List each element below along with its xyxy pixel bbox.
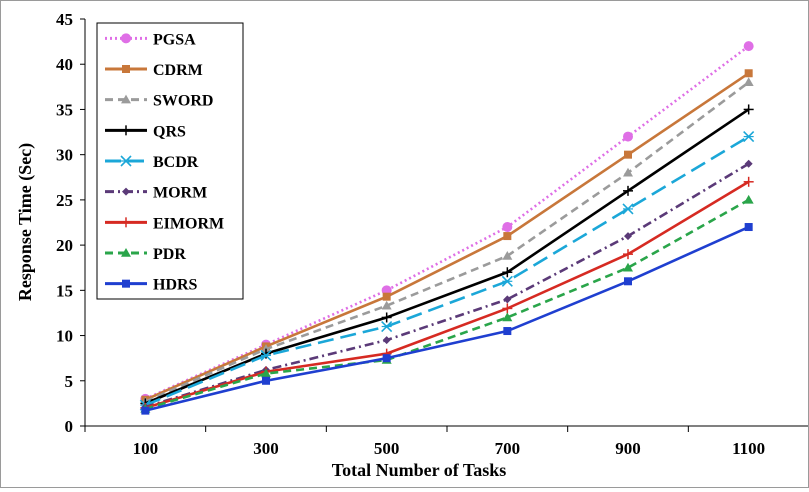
x-tick-label: 300 [253, 439, 279, 458]
y-tick-label: 5 [65, 372, 74, 391]
data-point-hdrs [624, 277, 632, 286]
legend-label-pdr: PDR [153, 246, 186, 263]
data-point-pdr [261, 368, 271, 378]
series-eimorm [140, 176, 754, 413]
data-point-hdrs [503, 327, 512, 336]
legend-item-hdrs: HDRS [105, 277, 198, 294]
data-point-pgsa [623, 131, 633, 142]
y-tick-label: 25 [56, 191, 73, 210]
data-point-sword [623, 167, 633, 177]
series-line-pgsa [144, 45, 750, 401]
data-point-pdr [623, 262, 633, 272]
x-tick-label: 500 [374, 439, 400, 458]
x-axis-title: Total Number of Tasks [332, 460, 507, 480]
y-tick-label: 20 [56, 236, 73, 255]
legend-item-pdr: PDR [105, 246, 186, 263]
legend-marker-pgsa [121, 33, 131, 44]
data-point-bcdr [501, 275, 513, 287]
data-point-hdrs [382, 354, 391, 363]
data-point-cdrm [503, 232, 512, 241]
data-point-hdrs [744, 223, 753, 232]
y-tick-label: 10 [56, 327, 73, 346]
series-line-sword [144, 81, 750, 403]
legend-label-hdrs: HDRS [153, 277, 198, 294]
data-point-eimorm [743, 176, 754, 187]
x-tick-label: 900 [615, 439, 641, 458]
legend-marker-qrs [121, 125, 131, 136]
series-line-hdrs [145, 225, 750, 412]
y-tick-label: 35 [56, 100, 73, 119]
data-point-eimorm [502, 303, 513, 314]
data-point-sword [261, 344, 271, 353]
data-point-eimorm [623, 249, 633, 260]
legend-marker-cdrm [122, 65, 130, 73]
data-point-sword [502, 250, 513, 260]
data-point-sword [381, 300, 392, 310]
legend-label-pgsa: PGSA [153, 31, 196, 48]
series-hdrs [141, 223, 753, 415]
x-tick-label: 1100 [732, 439, 765, 458]
legend-label-morm: MORM [153, 185, 207, 202]
legend-marker-hdrs [122, 279, 130, 288]
y-axis-title: Response Time (Sec) [15, 143, 36, 301]
legend-label-cdrm: CDRM [153, 62, 203, 79]
data-point-bcdr [260, 349, 272, 362]
series-line-pdr [144, 198, 750, 411]
data-point-morm [503, 295, 512, 304]
y-tick-label: 40 [56, 55, 73, 74]
legend-marker-morm [122, 187, 130, 196]
legend-marker-pdr [121, 248, 131, 257]
y-tick-label: 45 [56, 10, 73, 29]
y-tick-label: 15 [56, 281, 73, 300]
data-point-qrs [502, 267, 513, 278]
data-point-pgsa [743, 41, 754, 52]
data-point-morm [624, 232, 632, 241]
data-point-morm [382, 336, 391, 345]
legend-item-pgsa: PGSA [105, 31, 196, 48]
data-point-hdrs [262, 376, 270, 385]
data-point-cdrm [744, 69, 753, 78]
data-point-hdrs [141, 406, 150, 415]
series-line-qrs [144, 108, 750, 405]
data-point-morm [744, 159, 753, 168]
data-point-qrs [381, 312, 392, 323]
series-line-eimorm [144, 180, 750, 410]
data-point-cdrm [624, 150, 632, 159]
legend: PGSA CDRM SWORD QRS BCDR MORM EIMORM PDR HDRS [96, 22, 244, 300]
legend-item-bcdr: BCDR [105, 154, 199, 171]
legend-label-eimorm: EIMORM [153, 215, 224, 232]
data-point-pdr [502, 312, 513, 322]
data-point-qrs [261, 348, 271, 359]
legend-item-qrs: QRS [105, 123, 186, 140]
legend-label-sword: SWORD [153, 93, 213, 110]
data-point-sword [743, 77, 754, 87]
data-point-bcdr [743, 131, 755, 143]
data-point-bcdr [622, 203, 634, 215]
legend-label-bcdr: BCDR [153, 154, 199, 171]
data-point-cdrm [382, 292, 391, 301]
legend-item-sword: SWORD [105, 93, 213, 110]
data-point-bcdr [381, 320, 393, 333]
series-line-morm [144, 162, 750, 409]
series-layer [139, 41, 755, 415]
data-point-pdr [743, 194, 754, 204]
x-tick-label: 700 [495, 439, 521, 458]
x-tick-label: 100 [133, 439, 159, 458]
legend-item-cdrm: CDRM [105, 62, 203, 79]
legend-item-morm: MORM [105, 185, 207, 202]
y-tick-label: 30 [56, 146, 73, 165]
legend-marker-sword [121, 94, 131, 104]
data-point-qrs [743, 104, 754, 115]
legend-label-qrs: QRS [153, 123, 186, 140]
data-point-qrs [623, 185, 633, 196]
legend-marker-bcdr [120, 155, 132, 167]
data-point-pgsa [502, 222, 513, 233]
legend-item-eimorm: EIMORM [105, 215, 224, 232]
legend-marker-eimorm [121, 217, 131, 228]
series-line-cdrm [144, 72, 750, 401]
axes: 0 5 10 15 20 25 30 35 40 45 100 300 500 700 900 1100 [56, 10, 809, 458]
y-tick-label: 0 [65, 417, 74, 436]
